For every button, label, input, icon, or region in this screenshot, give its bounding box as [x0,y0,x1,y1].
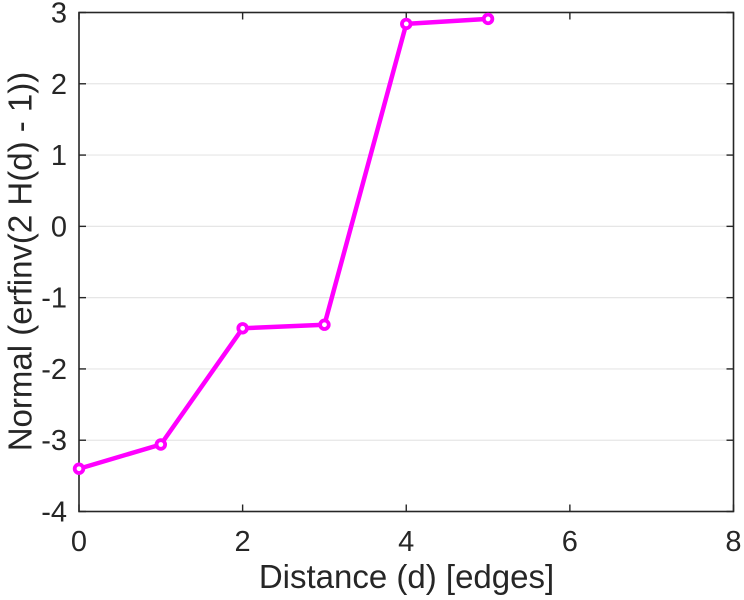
x-tick-label: 4 [398,526,414,558]
y-tick-label: -2 [41,354,67,386]
gridlines [79,83,734,441]
y-tick-label: 0 [51,211,67,243]
x-tick-label: 6 [562,526,578,558]
y-axis-label: Normal (erfinv(2 H(d) - 1)) [1,71,39,452]
x-tick-label: 0 [71,526,87,558]
y-tick-label: 3 [51,0,67,30]
y-tick-labels: -4 -3 -2 -1 0 1 2 3 [41,0,67,529]
x-tick-labels: 0 2 4 6 8 [71,526,742,558]
data-point-marker [318,318,331,331]
data-line [76,16,491,471]
y-tick-label: -4 [41,497,67,529]
data-point-marker [72,462,86,475]
data-point-marker [481,12,495,26]
data-point-marker [236,322,249,335]
x-tick-label: 8 [725,526,741,558]
x-axis-label: Distance (d) [edges] [258,558,555,595]
axis-box [78,11,735,513]
y-tick-label: 1 [51,140,67,172]
tick-marks [78,11,735,513]
y-tick-label: -3 [41,425,67,457]
y-tick-label: -1 [41,283,67,315]
data-point-marker [400,17,413,31]
data-points [72,12,495,475]
y-tick-label: 2 [51,69,67,101]
data-point-marker [154,438,168,451]
x-tick-label: 2 [235,526,251,558]
